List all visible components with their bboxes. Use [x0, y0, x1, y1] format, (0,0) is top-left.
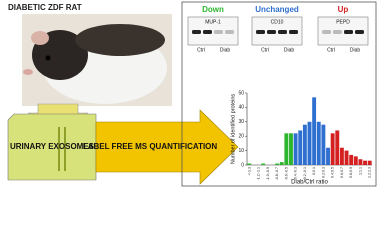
blot-group-label: Up	[338, 5, 349, 14]
blot-lane-label: Diab	[284, 47, 295, 53]
bar	[261, 163, 266, 165]
bar	[279, 162, 284, 165]
x-tick-label: 1.2;1.3	[368, 167, 372, 178]
y-tick-label: 10	[238, 148, 244, 154]
bar	[289, 133, 293, 165]
x-tick-label: 0.6;0.7	[340, 167, 344, 178]
bar	[367, 160, 372, 165]
bar	[335, 130, 340, 165]
bar	[293, 133, 298, 165]
blot-band	[355, 30, 364, 34]
y-tick-label: 20	[238, 134, 244, 140]
blot-group-label: Unchanged	[255, 5, 299, 14]
bar	[316, 121, 321, 165]
bar	[247, 163, 252, 165]
blot-band	[289, 30, 298, 34]
bar	[307, 121, 312, 165]
blot-band	[192, 30, 201, 34]
bar	[298, 130, 303, 165]
arrow-text: LABEL FREE MS QUANTIFICATION	[83, 142, 218, 151]
blot-lane-label: Ctrl	[327, 47, 335, 53]
x-tick-label: -0.2;-0.1	[303, 167, 307, 180]
bar	[353, 156, 358, 165]
blot-protein: PEPD	[336, 19, 350, 25]
big-arrow	[95, 109, 239, 185]
bar	[349, 154, 354, 165]
blot-band	[344, 30, 353, 34]
bar	[344, 150, 349, 165]
bar	[326, 147, 330, 165]
y-tick-label: 30	[238, 119, 244, 125]
x-tick-label: <-1.3	[247, 167, 251, 175]
x-tick-label: 0.2;0.3	[321, 167, 325, 178]
x-tick-label: -0.8;-0.7	[275, 167, 279, 180]
blot-lane-label: Diab	[350, 47, 361, 53]
y-axis-label: Number of identified proteins	[230, 94, 236, 165]
figure: DIABETIC ZDF RAT URINARY EXOSOMES LABEL …	[7, 1, 377, 187]
blot-band	[225, 30, 234, 34]
bar	[321, 124, 326, 165]
figure-title: DIABETIC ZDF RAT	[8, 3, 82, 12]
bar	[312, 97, 317, 165]
blot-lane-label: Ctrl	[261, 47, 269, 53]
x-tick-label: -0.4;-0.3	[294, 167, 298, 180]
y-tick-label: 40	[238, 105, 244, 111]
x-tick-label: -0.6;-0.5	[284, 167, 288, 180]
blot-band	[203, 30, 212, 34]
blot-band	[256, 30, 265, 34]
blot-protein: MUP-1	[205, 19, 221, 25]
blot-band	[278, 30, 287, 34]
blot-lane-label: Diab	[220, 47, 231, 53]
left-box-text: URINARY EXOSOMES	[10, 142, 95, 151]
x-tick-label: 0.4;0.5	[331, 167, 335, 178]
bar	[330, 133, 335, 165]
blot-band	[267, 30, 276, 34]
x-tick-label: -1.2;-1.1	[257, 167, 261, 180]
rat-photo	[22, 14, 172, 106]
blot-protein: CD10	[271, 19, 284, 25]
x-axis-label: Diab/Ctrl ratio	[291, 180, 328, 186]
x-tick-label: 0.8;0.9	[349, 167, 353, 178]
blot-band	[322, 30, 331, 34]
bar	[363, 160, 367, 165]
bar	[358, 159, 363, 165]
blot-band	[214, 30, 223, 34]
x-tick-label: -1.0;-0.9	[266, 167, 270, 180]
bar	[284, 133, 289, 165]
x-tick-label: 0;0.1	[312, 167, 316, 175]
y-tick-label: 50	[238, 90, 244, 96]
x-tick-label: 1;1.1	[358, 167, 362, 175]
y-tick-label: 0	[241, 162, 244, 168]
chart-frame	[181, 1, 377, 187]
blot-band	[333, 30, 342, 34]
bar	[302, 124, 307, 165]
blot-lane-label: Ctrl	[197, 47, 205, 53]
bar	[275, 163, 280, 165]
bar	[339, 147, 344, 165]
blot-group-label: Down	[202, 5, 224, 14]
